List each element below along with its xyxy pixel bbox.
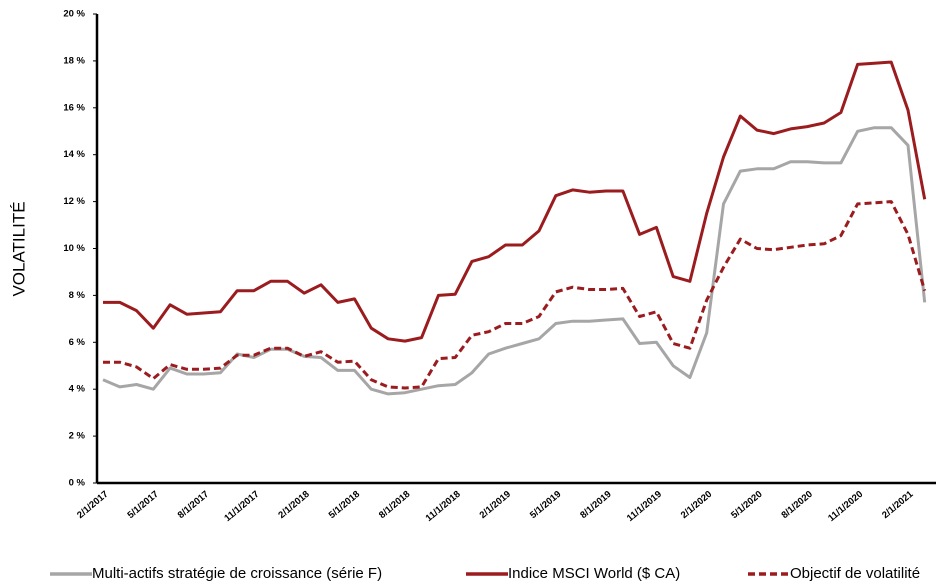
- x-tick-label: 2/1/2021: [880, 488, 916, 521]
- x-tick-label: 2/1/2018: [276, 489, 311, 521]
- y-tick-label: 6 %: [69, 337, 86, 348]
- x-tick-label: 11/1/2020: [826, 489, 865, 524]
- x-tick-label: 11/1/2018: [424, 489, 463, 524]
- x-tick-label: 11/1/2019: [625, 489, 664, 524]
- x-tick-label: 8/1/2018: [377, 489, 412, 521]
- x-tick-label: 2/1/2019: [478, 489, 513, 521]
- legend-label: Multi-actifs stratégie de croissance (sé…: [92, 565, 382, 581]
- legend-label: Objectif de volatilité: [790, 565, 920, 581]
- legend-label: Indice MSCI World ($ CA): [508, 565, 680, 581]
- y-tick-label: 4 %: [69, 384, 86, 395]
- series-line: [103, 200, 927, 390]
- x-tick-label: 2/1/2017: [75, 489, 110, 521]
- x-tick-label: 5/1/2019: [528, 489, 563, 521]
- x-tick-label: 5/1/2018: [327, 489, 362, 521]
- series-line: [103, 60, 927, 343]
- y-tick-label: 0 %: [69, 478, 86, 489]
- y-tick-label: 16 %: [63, 102, 85, 113]
- y-tick-label: 12 %: [63, 196, 85, 207]
- y-tick-label: 2 %: [69, 431, 86, 442]
- y-tick-label: 14 %: [63, 149, 85, 160]
- x-tick-label: 8/1/2017: [176, 489, 211, 521]
- y-tick-label: 10 %: [63, 243, 85, 254]
- x-tick-label: 11/1/2017: [222, 489, 261, 524]
- x-tick-label: 8/1/2019: [578, 489, 613, 521]
- x-tick-label: 5/1/2020: [729, 489, 764, 521]
- x-tick-label: 2/1/2020: [679, 489, 714, 521]
- y-tick-label: 18 %: [63, 55, 85, 66]
- y-axis-label: VOLATILITÉ: [9, 201, 28, 296]
- y-tick-label: 20 %: [63, 9, 85, 20]
- x-tick-label: 8/1/2020: [779, 489, 814, 521]
- y-tick-label: 8 %: [69, 290, 86, 301]
- series-line: [102, 126, 927, 396]
- x-tick-label: 5/1/2017: [125, 489, 160, 521]
